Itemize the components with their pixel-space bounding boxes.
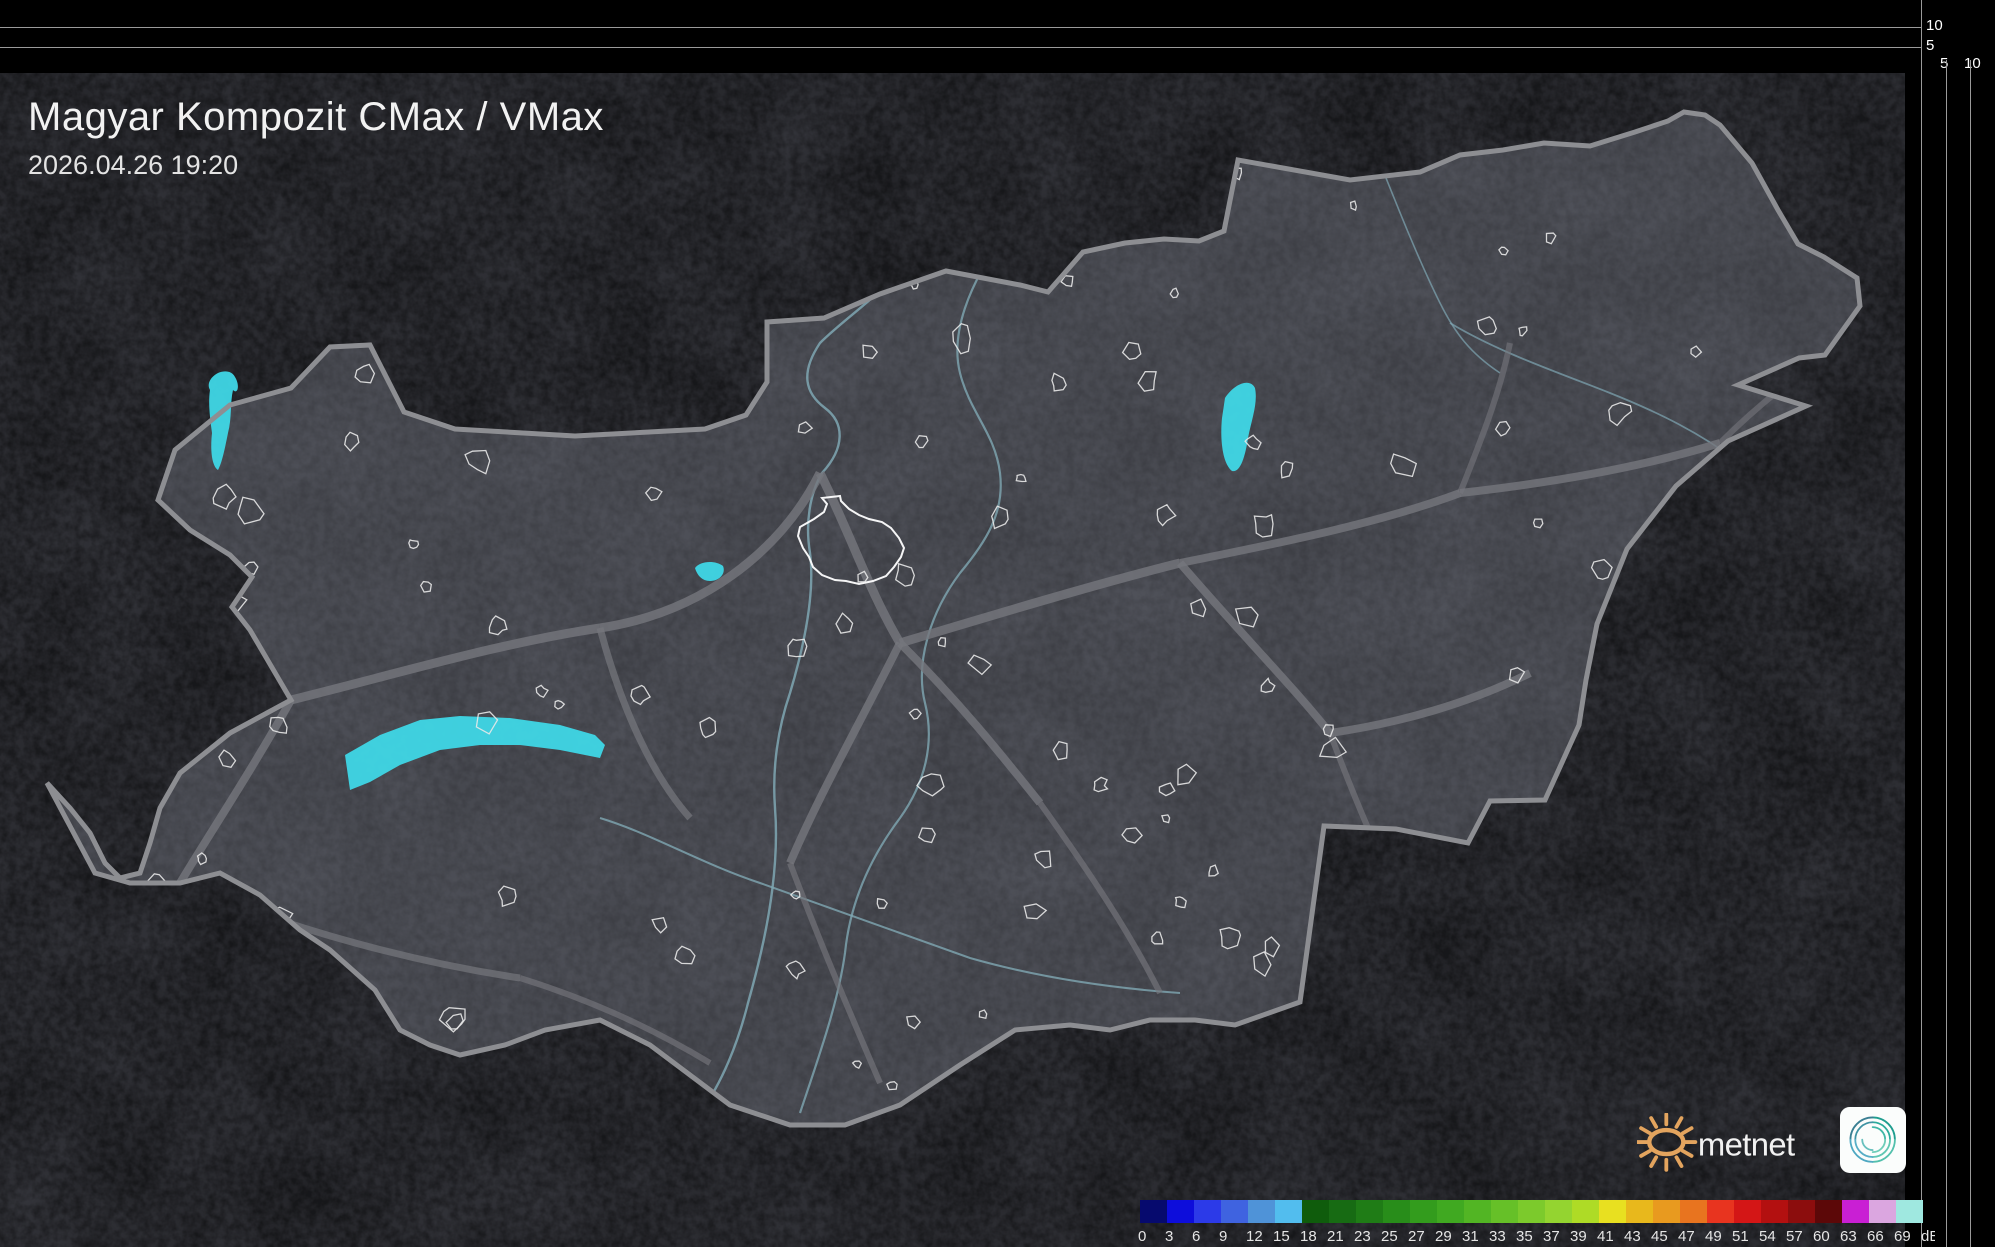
svg-text:dBZ: dBZ xyxy=(1921,1228,1935,1243)
svg-text:3: 3 xyxy=(1165,1228,1173,1243)
svg-text:63: 63 xyxy=(1840,1228,1857,1243)
svg-text:12: 12 xyxy=(1246,1228,1263,1243)
svg-text:35: 35 xyxy=(1516,1228,1533,1243)
svg-text:60: 60 xyxy=(1813,1228,1830,1243)
svg-text:43: 43 xyxy=(1624,1228,1641,1243)
svg-text:29: 29 xyxy=(1435,1228,1452,1243)
svg-text:69: 69 xyxy=(1894,1228,1911,1243)
svg-text:37: 37 xyxy=(1543,1228,1560,1243)
svg-text:57: 57 xyxy=(1786,1228,1803,1243)
svg-text:51: 51 xyxy=(1732,1228,1749,1243)
svg-text:21: 21 xyxy=(1327,1228,1344,1243)
svg-text:66: 66 xyxy=(1867,1228,1884,1243)
svg-text:39: 39 xyxy=(1570,1228,1587,1243)
svg-text:41: 41 xyxy=(1597,1228,1614,1243)
svg-text:25: 25 xyxy=(1381,1228,1398,1243)
svg-text:31: 31 xyxy=(1462,1228,1479,1243)
svg-text:45: 45 xyxy=(1651,1228,1668,1243)
svg-text:0: 0 xyxy=(1138,1228,1146,1243)
svg-text:49: 49 xyxy=(1705,1228,1722,1243)
svg-text:9: 9 xyxy=(1219,1228,1227,1243)
svg-text:47: 47 xyxy=(1678,1228,1695,1243)
svg-text:33: 33 xyxy=(1489,1228,1506,1243)
svg-text:27: 27 xyxy=(1408,1228,1425,1243)
svg-text:18: 18 xyxy=(1300,1228,1317,1243)
svg-text:6: 6 xyxy=(1192,1228,1200,1243)
svg-text:54: 54 xyxy=(1759,1228,1776,1243)
svg-text:metnet: metnet xyxy=(1698,1125,1795,1162)
svg-text:15: 15 xyxy=(1273,1228,1290,1243)
svg-text:23: 23 xyxy=(1354,1228,1371,1243)
